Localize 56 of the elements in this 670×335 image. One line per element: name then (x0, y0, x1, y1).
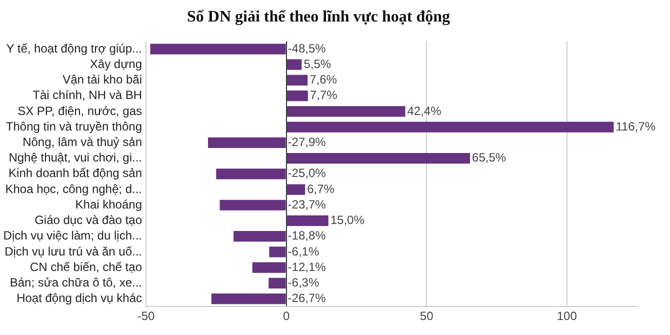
y-tick-label: Thông tin và truyền thông (6, 119, 142, 134)
y-tick-label: Tài chính, NH và BH (32, 88, 142, 102)
bar (234, 231, 286, 242)
data-label: 5,5% (304, 56, 332, 71)
bar (286, 106, 406, 117)
data-label: -23,7% (288, 197, 326, 212)
bar (252, 262, 286, 273)
y-tick-label: Bán; sửa chữa ô tô, xe... (10, 275, 142, 290)
bar (286, 74, 308, 86)
data-label: 65,5% (472, 150, 506, 165)
bar (220, 200, 286, 210)
y-tick-label: Giáo dục và đào tạo (34, 213, 142, 228)
bar (286, 152, 470, 164)
bar (269, 246, 286, 258)
chart-title: Số DN giải thể theo lĩnh vực hoạt động (187, 8, 450, 26)
y-tick-label: Dịch vụ lưu trú và ăn uố... (4, 244, 142, 258)
bar (211, 293, 286, 304)
bar (286, 184, 306, 195)
y-tick-label: Khoa học, công nghệ; d... (5, 182, 142, 196)
bar (208, 137, 286, 148)
y-tick-label: Dịch vụ việc làm; du lịch... (3, 228, 142, 243)
data-label: 15,0% (330, 213, 365, 228)
y-tick-label: Vận tải kho bãi (62, 72, 142, 87)
data-label: -18,8% (288, 228, 326, 243)
y-tick-label: Kinh doanh bất động sản (8, 166, 142, 180)
y-tick-label: Nghệ thuật, vui chơi, gi... (8, 150, 142, 165)
data-label: 7,7% (310, 88, 338, 102)
bar (150, 44, 286, 54)
y-tick-label: Y tế, hoạt động trợ giúp... (6, 41, 142, 56)
bar (286, 122, 614, 132)
bar (216, 168, 286, 180)
bar (286, 90, 308, 102)
y-tick-label: Nông, lâm và thuỷ sản (22, 134, 142, 149)
y-tick-label: Khai khoáng (75, 197, 142, 212)
data-label: 7,6% (310, 72, 338, 87)
y-tick-label: SX PP, điện, nước, gas (18, 104, 142, 118)
y-tick-label: Hoạt động dịch vụ khác (16, 291, 142, 306)
data-label: -48,5% (288, 41, 326, 56)
data-label: -6,1% (288, 244, 320, 258)
y-tick-label: CN chế biến, chế tạo (30, 260, 142, 274)
data-label: -25,0% (288, 166, 326, 180)
data-label: 6,7% (307, 182, 335, 196)
x-tick-label: 50 (420, 309, 434, 324)
bar (286, 59, 302, 70)
data-label: 116,7% (616, 119, 656, 134)
data-label: 42,4% (407, 104, 442, 118)
x-tick-label: 0 (282, 309, 290, 324)
data-label: -12,1% (288, 260, 326, 274)
x-tick-label: -50 (137, 309, 155, 324)
data-label: -6,3% (288, 275, 320, 290)
bar (268, 278, 286, 288)
x-tick-label: 100 (556, 309, 578, 324)
y-tick-label: Xây dựng (90, 56, 142, 71)
data-label: -26,7% (288, 291, 326, 306)
data-label: -27,9% (288, 134, 326, 149)
bar (286, 215, 328, 226)
